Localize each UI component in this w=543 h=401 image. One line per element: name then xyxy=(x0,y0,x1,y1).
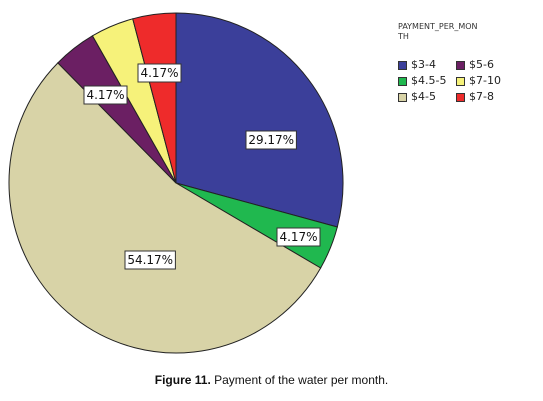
legend-item: $4-5 xyxy=(398,91,456,103)
figure-caption: Figure 11. Payment of the water per mont… xyxy=(0,373,543,387)
legend-item: $3-4 xyxy=(398,59,456,71)
legend-label: $7-8 xyxy=(469,90,494,103)
legend-label: $5-6 xyxy=(469,58,494,71)
svg-text:29.17%: 29.17% xyxy=(248,133,294,147)
data-label-3-4: 29.17% xyxy=(245,130,297,150)
legend-item: $7-10 xyxy=(456,75,526,87)
legend-label: $4-5 xyxy=(411,90,436,103)
legend-swatch xyxy=(398,92,407,102)
data-label-4-5-5: 4.17% xyxy=(276,227,321,247)
pie-slice-4-5 xyxy=(8,62,322,354)
svg-text:4.17%: 4.17% xyxy=(140,66,178,80)
data-label-7-8: 4.17% xyxy=(137,63,182,83)
legend-label: $7-10 xyxy=(469,74,501,87)
legend-label: $3-4 xyxy=(411,58,436,71)
data-label-4-5: 54.17% xyxy=(124,250,176,270)
legend-swatch xyxy=(398,76,407,86)
caption-text: Payment of the water per month. xyxy=(210,373,389,387)
pie-slice-7-8 xyxy=(132,12,177,184)
legend-swatch xyxy=(456,92,465,102)
data-label-5-6: 4.17% xyxy=(83,85,128,105)
legend-item: $4.5-5 xyxy=(398,75,456,87)
caption-prefix: Figure 11. xyxy=(154,373,211,387)
legend-item: $7-8 xyxy=(456,91,526,103)
legend: PAYMENT_PER_MONTH $3-4 $5-6 $4.5-5 $7-10 $4-… xyxy=(398,22,538,103)
legend-item: $5-6 xyxy=(456,59,526,71)
legend-swatch xyxy=(398,60,407,70)
svg-text:4.17%: 4.17% xyxy=(86,88,124,102)
pie-chart: 29.17%4.17%54.17%4.17%4.17%4.17% xyxy=(8,12,344,354)
svg-text:4.17%: 4.17% xyxy=(279,230,317,244)
pie-slice-3-4 xyxy=(175,12,344,228)
legend-items: $3-4 $5-6 $4.5-5 $7-10 $4-5 $7-8 xyxy=(398,59,538,103)
legend-swatch xyxy=(456,76,465,86)
svg-text:54.17%: 54.17% xyxy=(127,253,173,267)
legend-title: PAYMENT_PER_MONTH xyxy=(398,22,478,41)
legend-swatch xyxy=(456,60,465,70)
legend-label: $4.5-5 xyxy=(411,74,447,87)
